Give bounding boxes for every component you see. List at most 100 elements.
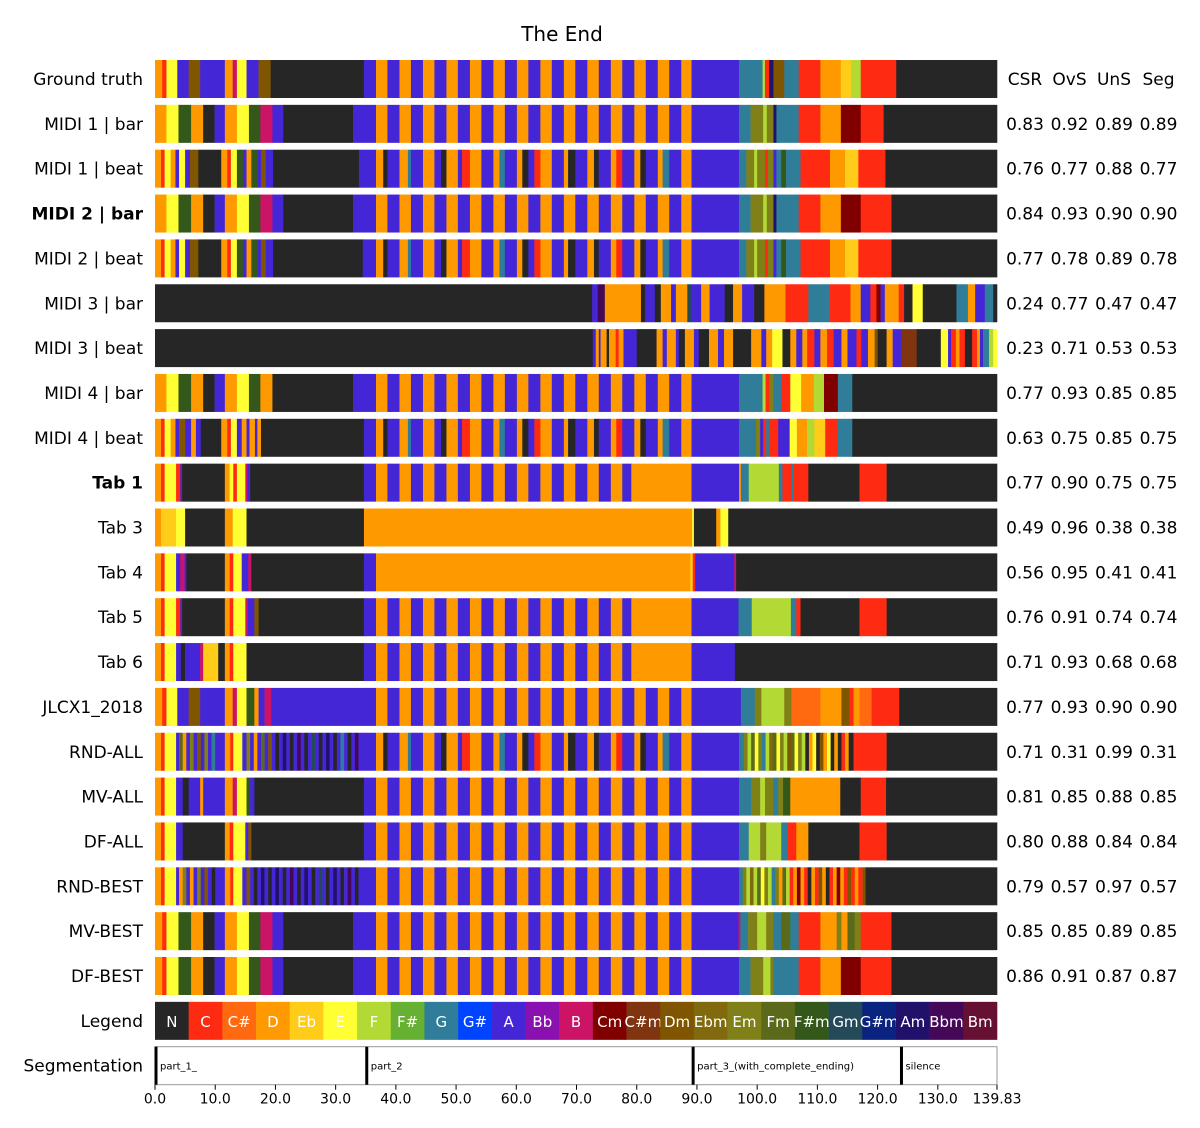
chord-segment-em [766, 912, 774, 951]
chord-segment-d [610, 912, 623, 951]
chord-segment-em [775, 867, 780, 906]
chord-segment-n [837, 732, 842, 771]
chord-segment-d [563, 239, 569, 278]
chord-segment-d [399, 104, 412, 143]
chord-segment-a [622, 418, 635, 457]
chord-segment-csharp [791, 687, 821, 726]
chord-segment-d [363, 508, 693, 547]
chord-segment-d [422, 867, 435, 906]
chord-segment-d [830, 149, 846, 188]
chord-segment-d [631, 463, 692, 502]
chord-segment-a [363, 598, 377, 637]
metric-value: 0.85 [1140, 384, 1178, 404]
chord-segment-a [669, 867, 682, 906]
chord-segment-dm [189, 149, 199, 188]
metric-value: 0.75 [1140, 429, 1178, 449]
chord-segment-c [782, 463, 792, 502]
x-tick-label: 139.83 [973, 1092, 1022, 1108]
chord-segment-d [587, 867, 600, 906]
chord-segment-d [595, 329, 600, 368]
chord-segment-g [739, 822, 750, 861]
x-tick-label: 120.0 [858, 1092, 898, 1108]
chord-segment-d [820, 329, 828, 368]
chord-segment-c [176, 463, 181, 502]
legend-item-label: F# [397, 1013, 418, 1031]
chord-segment-d [493, 418, 500, 457]
row-label: MIDI 4 | beat [34, 429, 143, 449]
chord-segment-a [551, 732, 565, 771]
chord-segment-n [891, 912, 998, 951]
chord-segment-c [161, 553, 165, 592]
chord-segment-c [462, 239, 471, 278]
legend-swatch [155, 1001, 189, 1040]
chord-segment-d [610, 598, 623, 637]
chord-segment-a [669, 777, 682, 816]
metric-value: 0.38 [1095, 519, 1133, 539]
chord-segment-em [766, 104, 774, 143]
chord-segment-d [610, 239, 617, 278]
chord-segment-a [457, 104, 471, 143]
chord-segment-a [264, 732, 269, 771]
chord-segment-n [886, 732, 998, 771]
metric-value: 0.95 [1051, 563, 1089, 583]
chord-segment-a [598, 912, 612, 951]
chord-segment-d [811, 867, 816, 906]
chord-segment-a [434, 912, 447, 951]
chord-segment-a [645, 687, 659, 726]
chord-segment-c [616, 149, 623, 188]
chord-segment-g [499, 732, 506, 771]
chord-segment-a [575, 777, 588, 816]
chord-segment-d [224, 508, 233, 547]
metric-value: 0.77 [1140, 160, 1178, 180]
chord-segment-n [825, 867, 830, 906]
chord-segment-em [189, 732, 194, 771]
chord-segment-n [270, 60, 365, 98]
chord-segment-d [610, 822, 623, 861]
chord-segment-f [754, 149, 758, 188]
chord-segment-dm [268, 732, 273, 771]
legend-swatch [660, 1001, 695, 1040]
chord-segment-d [375, 598, 388, 637]
chord-segment-n [272, 373, 354, 412]
chord-segment-n [268, 867, 273, 906]
chord-segment-d [657, 912, 670, 951]
chord-segment-d [179, 867, 183, 906]
chord-segment-em [798, 732, 803, 771]
chord-segment-a [410, 687, 424, 726]
chord-segment-c [230, 732, 234, 771]
chord-segment-d [657, 687, 670, 726]
chord-segment-d [399, 149, 409, 188]
chord-segment-a [387, 777, 400, 816]
chord-segment-n [522, 732, 529, 771]
chord-segment-c [860, 912, 892, 951]
chord-segment-a [176, 867, 180, 906]
chord-segment-f [754, 239, 758, 278]
chord-segment-d [716, 508, 721, 547]
chord-segment-a [528, 957, 541, 995]
chord-segment-a [410, 643, 424, 682]
chord-segment-c [161, 598, 165, 637]
chord-segment-c [616, 732, 623, 771]
chord-segment-e [776, 732, 781, 771]
metric-value: 0.92 [1051, 115, 1089, 135]
chord-segment-cm [840, 104, 862, 143]
legend-swatch [794, 1001, 829, 1040]
chord-segment-a [241, 553, 249, 592]
chord-segment-c [814, 867, 819, 906]
chord-segment-d [610, 418, 617, 457]
chord-segment-a [645, 822, 659, 861]
chord-segment-e [236, 912, 250, 951]
row-label: RND-BEST [56, 877, 143, 897]
chord-segment-e [236, 777, 247, 816]
chord-segment-n [258, 598, 365, 637]
chord-segment-d [540, 598, 553, 637]
chord-segment-a [598, 687, 612, 726]
chord-segment-c [807, 329, 815, 368]
chord-segment-c [898, 284, 905, 323]
chord-segment-d [604, 284, 642, 323]
chord-segment-d [224, 732, 231, 771]
chord-segment-c [827, 329, 834, 368]
chord-segment-f [813, 373, 825, 412]
chord-segment-d [469, 463, 482, 502]
chord-segment-a [293, 732, 298, 771]
